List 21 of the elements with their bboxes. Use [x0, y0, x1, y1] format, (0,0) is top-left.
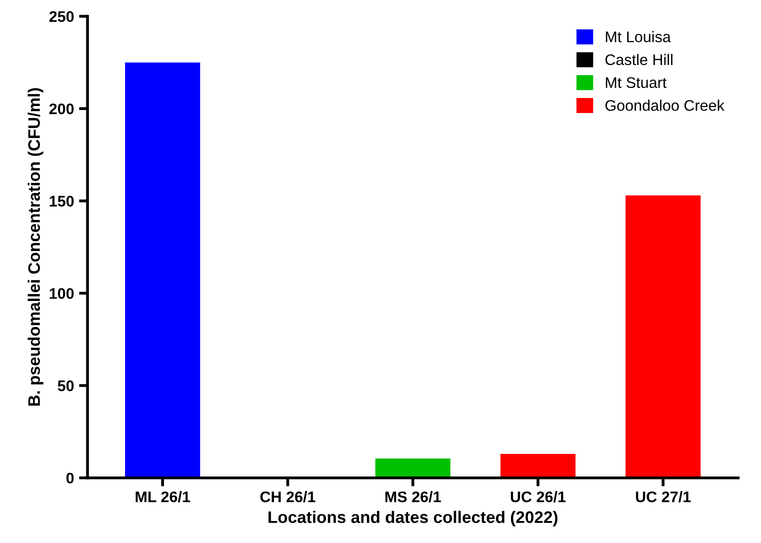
y-axis-title: B. pseudomallei Concentration (CFU/ml) — [28, 88, 44, 406]
x-tick-label: CH 26/1 — [260, 491, 316, 502]
bar — [375, 458, 450, 478]
y-tick-label: 250 — [49, 11, 74, 22]
x-axis-title: Locations and dates collected (2022) — [268, 510, 558, 526]
x-tick-label: UC 26/1 — [510, 491, 566, 502]
x-tick-label: UC 27/1 — [636, 491, 691, 502]
y-tick-label: 100 — [50, 288, 74, 299]
y-tick-label: 150 — [50, 196, 74, 207]
y-tick-label: 200 — [49, 103, 74, 114]
legend-label: Mt Stuart — [606, 77, 667, 88]
bar — [500, 454, 576, 478]
legend-label: Goondaloo Creek — [605, 100, 724, 111]
x-tick-label: ML 26/1 — [136, 491, 190, 502]
bar — [125, 62, 200, 478]
legend-label: Castle Hill — [605, 54, 672, 66]
y-tick-label: 0 — [66, 472, 74, 484]
legend-label: Mt Louisa — [606, 31, 671, 42]
x-tick-label: MS 26/1 — [385, 491, 441, 502]
y-tick-label: 50 — [58, 380, 74, 392]
bar — [626, 195, 701, 478]
